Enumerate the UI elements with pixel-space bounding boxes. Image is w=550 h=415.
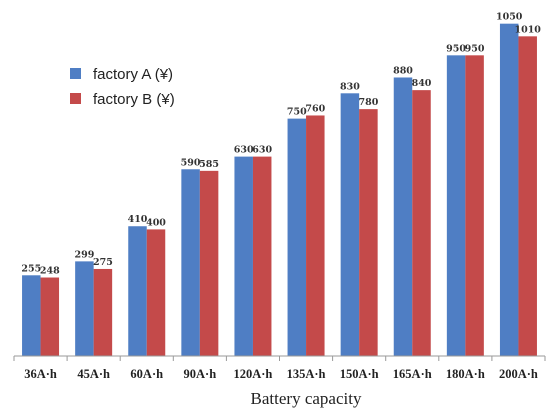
bar-factory-a [340,93,360,357]
data-label: 750 [287,107,307,118]
data-label: 950 [446,43,466,54]
data-label: 248 [40,266,60,277]
data-label: 840 [412,78,432,89]
bar-factory-b [518,36,537,357]
bar-factory-b [465,55,484,356]
data-label: 299 [74,249,94,260]
x-tick-label: 180A·h [446,367,485,381]
bar-factory-b [252,156,272,356]
x-tick-label: 36A·h [24,367,57,381]
bar-factory-a [22,275,41,356]
data-label: 830 [340,81,360,92]
bar-factory-a [75,261,94,356]
data-label: 255 [21,263,41,274]
bar-factory-a [287,118,307,356]
x-axis: 36A·h 45A·h 60A·h 90A·h 120A·h 135A·h 150A·h 16… [13,355,546,381]
x-tick-label: 120A·h [233,367,272,381]
bars [22,23,537,357]
data-label: 630 [234,145,254,156]
data-label: 590 [181,157,201,168]
legend-swatch [70,93,81,104]
legend: factory A (¥) factory B (¥) [70,66,175,108]
x-tick-label: 200A·h [499,367,538,381]
bar-factory-b [359,109,378,356]
bar-factory-a [181,169,200,356]
bar-factory-b [412,90,431,356]
data-label: 585 [199,159,219,170]
bar-factory-b [146,229,166,356]
bar-factory-b [40,277,60,356]
x-tick-label: 165A·h [393,367,432,381]
data-label: 950 [465,43,485,54]
data-label: 410 [128,214,148,225]
x-tick-label: 45A·h [77,367,110,381]
x-tick-label: 60A·h [130,367,163,381]
legend-swatch [70,68,81,79]
bar-factory-a [393,77,413,356]
data-label: 880 [393,65,413,76]
bar-factory-a [128,226,147,356]
data-label: 630 [252,145,272,156]
x-axis-title: Battery capacity [251,389,362,408]
bar-factory-a [234,156,253,356]
bar-factory-b [93,268,113,356]
x-tick-label: 135A·h [287,367,326,381]
data-label: 780 [358,97,378,108]
data-label: 760 [305,103,325,114]
data-label: 1050 [496,12,523,23]
legend-label: factory A (¥) [93,66,173,83]
bar-factory-a [499,23,519,357]
bar-factory-b [199,170,219,356]
data-label: 275 [93,257,113,268]
legend-label: factory B (¥) [93,91,175,108]
x-tick-label: 150A·h [340,367,379,381]
bar-factory-a [446,55,466,356]
x-tick-label: 90A·h [184,367,217,381]
data-label: 1010 [514,24,541,35]
bar-factory-b [306,115,325,357]
data-label: 400 [146,217,166,228]
